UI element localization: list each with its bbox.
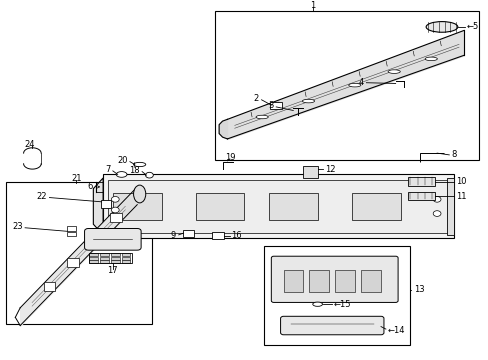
Text: 11: 11 xyxy=(455,192,465,201)
Bar xyxy=(407,192,434,200)
Text: ←14: ←14 xyxy=(386,326,404,335)
Bar xyxy=(211,232,223,239)
Bar xyxy=(309,270,328,292)
Text: 16: 16 xyxy=(231,231,242,240)
Text: ←5: ←5 xyxy=(466,22,478,31)
Ellipse shape xyxy=(425,22,457,32)
Text: 4: 4 xyxy=(358,77,363,86)
Bar xyxy=(283,270,303,292)
Bar xyxy=(89,253,98,256)
FancyBboxPatch shape xyxy=(271,256,397,302)
Bar xyxy=(67,258,79,266)
Bar xyxy=(5,181,152,324)
Text: 3: 3 xyxy=(268,101,273,110)
Ellipse shape xyxy=(348,84,360,87)
Text: 21: 21 xyxy=(71,174,81,183)
Bar xyxy=(43,282,55,291)
Bar xyxy=(100,257,109,260)
Bar xyxy=(270,102,282,109)
Bar xyxy=(407,177,434,186)
Polygon shape xyxy=(93,178,103,235)
Text: 18: 18 xyxy=(129,166,140,175)
Bar xyxy=(351,193,400,220)
Text: 17: 17 xyxy=(107,266,118,275)
Bar xyxy=(111,257,120,260)
Ellipse shape xyxy=(256,115,268,119)
Text: 10: 10 xyxy=(455,177,465,186)
Bar xyxy=(446,178,453,235)
Bar xyxy=(101,201,111,208)
Bar xyxy=(303,166,317,178)
Ellipse shape xyxy=(133,162,145,167)
Bar xyxy=(110,213,122,222)
Text: 7: 7 xyxy=(105,165,110,174)
Circle shape xyxy=(111,207,119,213)
Text: 22: 22 xyxy=(37,192,47,201)
Bar xyxy=(195,193,244,220)
Bar xyxy=(111,253,120,256)
Bar xyxy=(360,270,380,292)
Bar xyxy=(108,180,448,233)
Polygon shape xyxy=(219,120,227,139)
Text: 24: 24 xyxy=(25,140,35,149)
Text: 19: 19 xyxy=(224,153,235,162)
Text: 9: 9 xyxy=(171,231,176,240)
Circle shape xyxy=(111,197,119,202)
Bar xyxy=(66,232,76,236)
Circle shape xyxy=(145,172,153,178)
Ellipse shape xyxy=(133,185,145,203)
Ellipse shape xyxy=(424,57,436,60)
Bar xyxy=(334,270,354,292)
Text: 6: 6 xyxy=(87,183,92,192)
Text: 23: 23 xyxy=(12,222,22,231)
Bar xyxy=(100,253,109,256)
Ellipse shape xyxy=(387,70,400,73)
Text: 8: 8 xyxy=(451,150,456,159)
Bar xyxy=(268,193,317,220)
Bar xyxy=(89,253,132,263)
Text: ←15: ←15 xyxy=(333,300,350,309)
Ellipse shape xyxy=(116,172,127,177)
Ellipse shape xyxy=(312,302,322,306)
Bar xyxy=(264,246,409,345)
Text: 2: 2 xyxy=(253,94,259,103)
Text: 13: 13 xyxy=(413,285,424,294)
Bar xyxy=(89,257,98,260)
FancyBboxPatch shape xyxy=(280,316,383,335)
Bar xyxy=(100,261,109,263)
Bar xyxy=(90,234,102,242)
Bar xyxy=(122,253,130,256)
Text: 12: 12 xyxy=(325,165,335,174)
Ellipse shape xyxy=(302,99,314,103)
Bar xyxy=(182,230,194,237)
Bar xyxy=(113,193,161,220)
Circle shape xyxy=(432,211,440,216)
Circle shape xyxy=(432,197,440,202)
Bar xyxy=(66,226,76,231)
Bar xyxy=(215,11,478,160)
Bar xyxy=(122,257,130,260)
Text: 20: 20 xyxy=(117,157,127,166)
Text: 1: 1 xyxy=(309,1,315,10)
Bar xyxy=(103,175,453,238)
Bar xyxy=(89,261,98,263)
Bar xyxy=(111,261,120,263)
Bar xyxy=(122,261,130,263)
FancyBboxPatch shape xyxy=(84,229,141,250)
